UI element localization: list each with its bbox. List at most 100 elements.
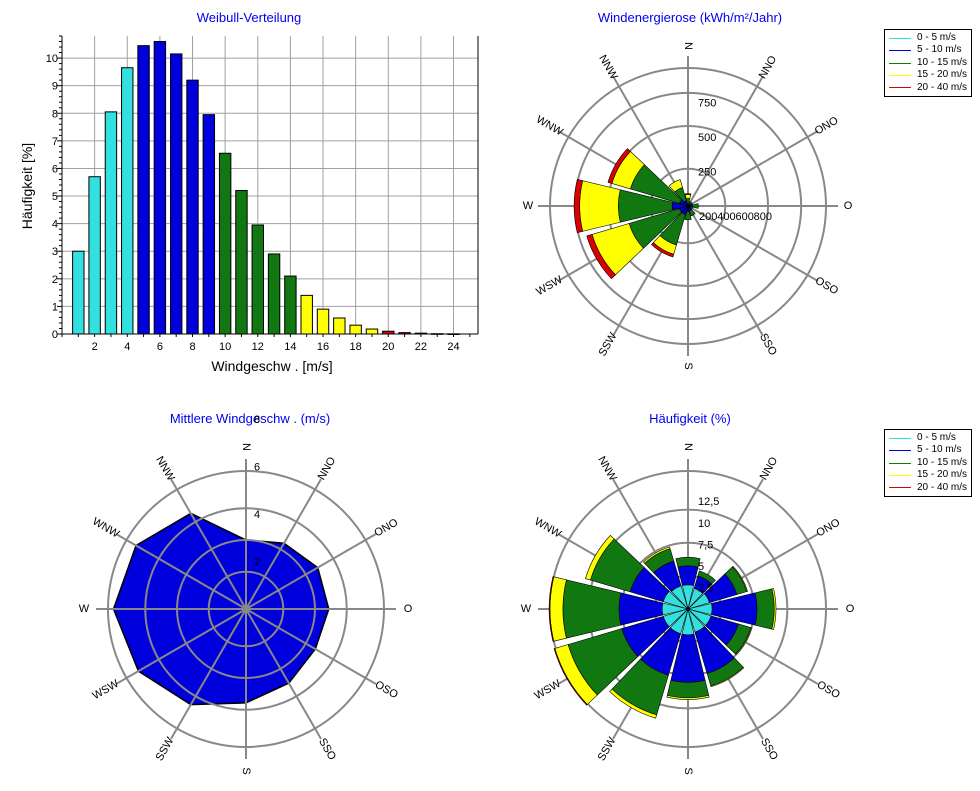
radar-radial-tick: 2	[254, 557, 260, 569]
weibull-xtick-label: 4	[124, 341, 130, 353]
rose-wedge-wsw	[586, 234, 616, 280]
direction-label-w: W	[521, 603, 532, 615]
direction-label-s: S	[682, 362, 694, 369]
energy-rose-title: Windenergierose (kWh/m²/Jahr)	[598, 10, 782, 25]
direction-label-s: S	[240, 767, 252, 774]
rose-wedge-s	[666, 679, 710, 699]
legend-label: 10 - 15 m/s	[917, 456, 968, 468]
weibull-ytick-label: 9	[52, 81, 58, 93]
polar-spoke	[687, 205, 764, 337]
rose-wedge-o	[754, 588, 775, 630]
direction-label-ssw: SSW	[597, 330, 620, 358]
weibull-ytick-label: 2	[52, 274, 58, 286]
rose-wedge-ssw	[609, 688, 658, 719]
direction-label-oso: OSO	[815, 679, 843, 702]
weibull-ytick-label: 4	[52, 219, 58, 231]
weibull-xtick-label: 8	[189, 341, 195, 353]
direction-label-ono: ONO	[813, 114, 841, 137]
direction-label-wsw: WSW	[533, 677, 564, 702]
legend-label: 10 - 15 m/s	[917, 56, 968, 68]
radar-radial-tick: 6	[254, 462, 260, 474]
mean-speed-title: Mittlere Windgeschw . (m/s)	[170, 411, 330, 426]
weibull-xtick-label: 18	[350, 341, 362, 353]
legend-entry: 15 - 20 m/s	[889, 69, 967, 81]
radar-radial-tick: 8	[254, 414, 260, 426]
weibull-bar	[202, 114, 216, 335]
polar-spoke	[115, 533, 247, 610]
weibull-bar	[365, 328, 379, 335]
rose-wedge-n	[684, 193, 692, 199]
rose-wedge-wnw	[585, 534, 615, 581]
radar-overlay: 2 4 6 8 N NNO ONO O OSO SSO S SSW WSW W WNW NNW	[79, 414, 413, 775]
rose-axis-tick: 200	[699, 211, 717, 223]
legend-label: 15 - 20 m/s	[917, 69, 968, 81]
direction-label-nnw: NNW	[153, 454, 177, 483]
direction-label-ssw: SSW	[154, 735, 177, 763]
direction-label-n: N	[240, 443, 252, 451]
rose-wedge-s	[666, 695, 710, 700]
rose-axis-tick: 800	[754, 211, 772, 223]
weibull-ytick-label: 10	[46, 53, 58, 65]
direction-label-wnw: WNW	[534, 114, 565, 139]
direction-label-oso: OSO	[373, 679, 401, 702]
weibull-bars	[72, 41, 460, 335]
weibull-xtick-label: 20	[382, 341, 394, 353]
weibull-ytick-label: 5	[52, 191, 58, 203]
weibull-bar	[284, 275, 297, 335]
rose-wedge-n	[675, 557, 701, 568]
weibull-bar	[186, 79, 199, 335]
legend-entry: 5 - 10 m/s	[889, 44, 967, 56]
weibull-bar	[72, 250, 85, 335]
legend-entry: 20 - 40 m/s	[889, 482, 967, 494]
direction-label-nnw: NNW	[596, 53, 620, 82]
weibull-bar	[218, 152, 232, 335]
rose-wedge-s	[684, 211, 692, 221]
direction-label-nno: NNO	[757, 53, 780, 81]
legend-entry: 0 - 5 m/s	[889, 432, 967, 444]
rose-wedge-o	[692, 203, 699, 209]
rose-wedge-nnw	[668, 179, 683, 193]
legend-swatch	[889, 37, 911, 39]
rose-wedges	[548, 534, 777, 719]
legend-swatch	[889, 62, 911, 64]
rose-wedge-sso	[710, 666, 745, 688]
legend-swatch	[889, 450, 911, 452]
weibull-ytick-label: 7	[52, 136, 58, 148]
direction-label-n: N	[682, 443, 694, 451]
weibull-xtick-label: 12	[252, 341, 264, 353]
rose-wedge-ssw	[651, 242, 675, 258]
weibull-title: Weibull-Verteilung	[197, 10, 302, 25]
direction-label-o: O	[404, 603, 413, 615]
rose-wedge-ono	[731, 565, 748, 592]
weibull-ytick-label: 0	[52, 329, 58, 341]
rose-wedge-w	[573, 179, 584, 233]
rose-radial-tick: 250	[698, 167, 716, 179]
direction-label-s: S	[682, 767, 694, 774]
rose-wedge-n	[677, 565, 699, 586]
direction-label-ono: ONO	[372, 516, 400, 539]
rose-radial-tick: 2,5	[698, 582, 713, 594]
legend-swatch	[889, 487, 911, 489]
direction-label-sso: SSO	[758, 736, 780, 763]
energy-rose-legend: 0 - 5 m/s 5 - 10 m/s 10 - 15 m/s 15 - 20 m/…	[884, 29, 973, 98]
legend-swatch	[889, 474, 911, 476]
direction-label-o: O	[844, 200, 853, 212]
legend-label: 0 - 5 m/s	[917, 432, 956, 443]
polar-spoke	[245, 608, 322, 740]
polar-spoke	[687, 205, 819, 282]
polar-spoke	[687, 130, 819, 207]
frequency-rose-plot: 2,5 5 7,5 10 12,5 N NNO ONO O OSO SSO S SSW WSW W WNW NN…	[521, 443, 855, 775]
legend-entry: 10 - 15 m/s	[889, 57, 967, 69]
direction-label-wsw: WSW	[534, 273, 565, 298]
legend-swatch	[889, 437, 911, 439]
legend-label: 0 - 5 m/s	[917, 32, 956, 43]
legend-label: 20 - 40 m/s	[917, 81, 968, 93]
legend-entry: 15 - 20 m/s	[889, 469, 967, 481]
energy-rose-chart: Windenergierose (kWh/m²/Jahr) 2505007502…	[523, 10, 853, 370]
legend-label: 5 - 10 m/s	[917, 44, 962, 56]
weibull-bar	[267, 253, 281, 335]
frequency-rose-title: Häufigkeit (%)	[649, 411, 731, 426]
